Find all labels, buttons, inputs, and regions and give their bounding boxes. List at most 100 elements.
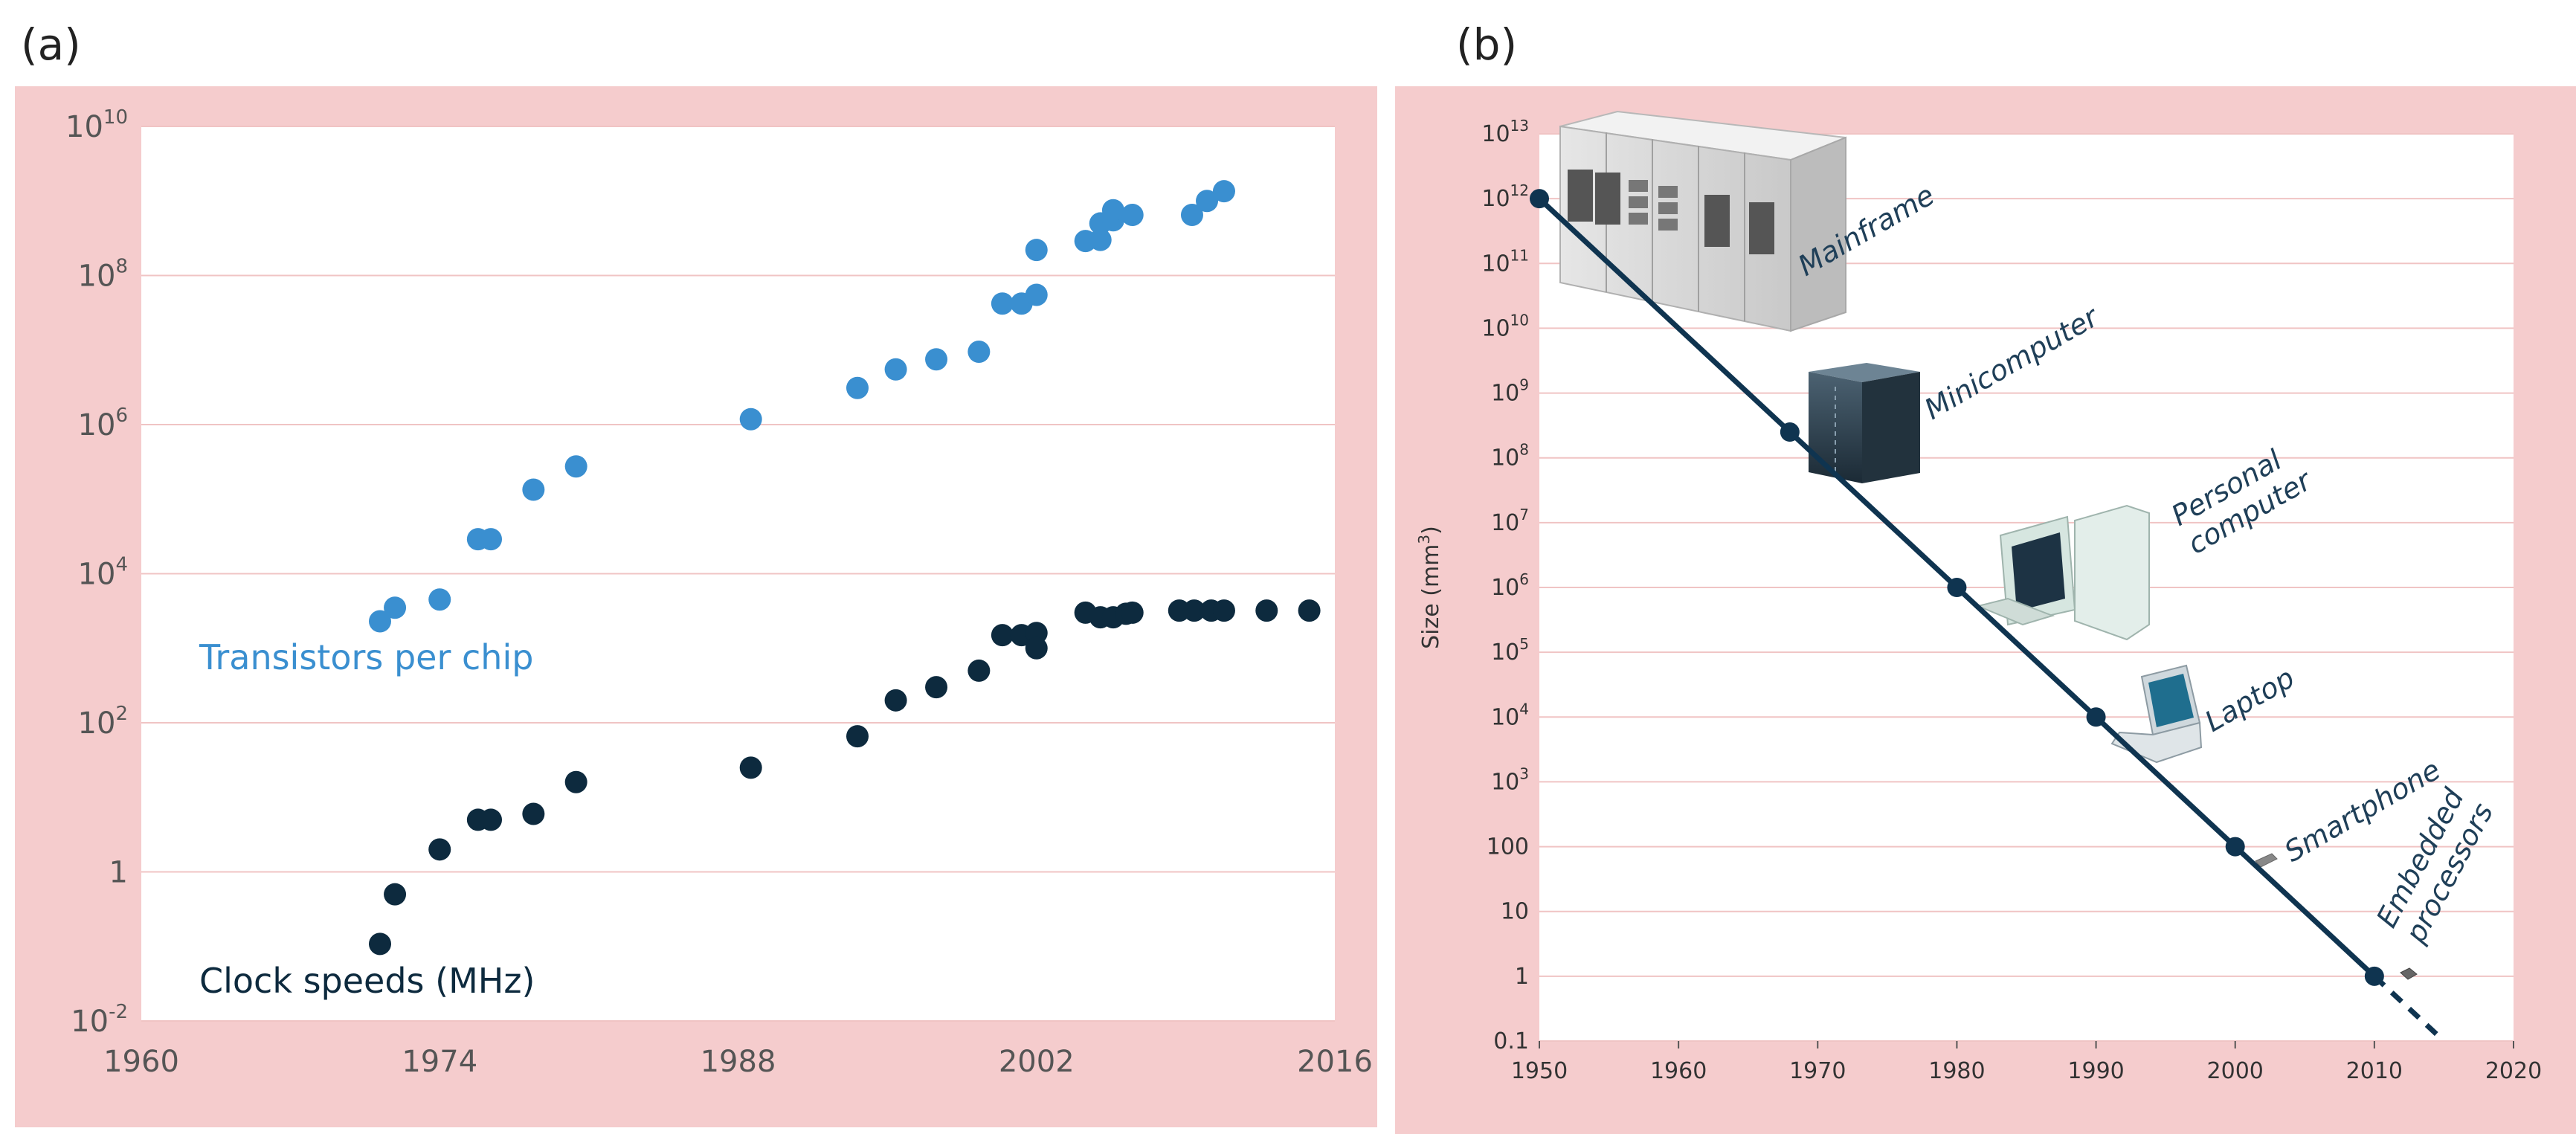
smartphone-illustration — [2255, 853, 2278, 868]
x-tick-label: 1988 — [701, 1045, 776, 1079]
clock-speed-point — [739, 756, 762, 779]
y-tick-label: 100 — [1487, 834, 1529, 860]
y-tick-label: 0.1 — [1493, 1028, 1529, 1054]
minicomputer-illustration — [1809, 363, 1920, 483]
y-tick-label: 1 — [109, 856, 128, 890]
y-tick-label: 1010 — [65, 106, 128, 144]
transistor-point — [925, 348, 948, 371]
y-tick-label: 103 — [1491, 764, 1529, 795]
panel-b: 1013 1012 1011 1010 109 108 107 106 105 104 103 100… — [1395, 86, 2576, 1134]
clock-speed-point — [884, 689, 907, 712]
transistor-point — [991, 292, 1014, 315]
x-tick-label: 1950 — [1511, 1058, 1568, 1084]
clock-speed-point — [925, 676, 948, 699]
clock-speed-point — [369, 932, 391, 956]
x-tick-label: 2020 — [2485, 1058, 2542, 1084]
y-tick-label: 104 — [78, 554, 128, 592]
x-tick-label: 2002 — [999, 1045, 1075, 1079]
x-tick-label: 2000 — [2207, 1058, 2264, 1084]
clock-speed-series — [369, 599, 1321, 956]
embedded-processor-illustration — [2400, 967, 2418, 980]
device-point — [2225, 837, 2245, 857]
device-point — [1947, 578, 1967, 597]
clock-speed-point — [1298, 599, 1321, 622]
personal-computer-illustration — [1975, 504, 2150, 641]
transistor-point — [1180, 204, 1203, 227]
y-tick-label: 108 — [78, 256, 128, 294]
transistor-point — [1196, 190, 1219, 213]
transistors-series — [369, 180, 1235, 633]
transistor-point — [884, 358, 907, 381]
transistor-point — [1025, 283, 1048, 306]
transistor-point — [1025, 239, 1048, 262]
clock-speed-point — [967, 659, 991, 682]
transistor-point — [1089, 228, 1112, 251]
panel-a-y-tick-labels: 1010 108 106 104 102 1 10-2 — [65, 106, 128, 1039]
panel-b-label: (b) — [1456, 19, 1517, 70]
y-tick-label: 106 — [78, 405, 128, 442]
panel-b-y-axis-label: Size (mm3) — [1415, 526, 1444, 649]
clock-speed-point — [1182, 599, 1205, 622]
clock-speed-point — [1025, 637, 1048, 660]
panel-b-y-tick-labels: 1013 1012 1011 1010 109 108 107 106 105 104 103 100… — [1481, 117, 1529, 1054]
device-point — [1780, 422, 1800, 442]
y-tick-label: 1010 — [1481, 311, 1529, 341]
y-tick-label: 102 — [78, 703, 128, 741]
panel-a-x-tick-labels: 1960 1974 1988 2002 2016 — [103, 1045, 1373, 1079]
clock-speed-point — [480, 808, 503, 831]
transistor-point — [967, 340, 991, 363]
x-tick-label: 1974 — [402, 1045, 477, 1079]
panel-a-label: (a) — [21, 19, 81, 70]
y-tick-label: 1011 — [1481, 246, 1529, 277]
transistor-point — [739, 407, 762, 431]
y-tick-label: 1013 — [1481, 117, 1529, 147]
x-tick-label: 1960 — [103, 1045, 179, 1079]
clock-speed-point — [991, 624, 1014, 647]
y-tick-label: 109 — [1491, 376, 1529, 407]
transistor-point — [522, 478, 545, 501]
device-point — [2086, 707, 2106, 727]
x-tick-label: 1960 — [1650, 1058, 1707, 1084]
clock-speed-point — [1212, 599, 1235, 622]
transistor-point — [369, 610, 391, 633]
panel-a-gridlines — [141, 126, 1335, 1022]
y-tick-label: 10-2 — [71, 1001, 128, 1039]
transistor-point — [1101, 199, 1124, 222]
transistor-point — [1121, 204, 1144, 227]
transistor-point — [1212, 180, 1235, 203]
series-label-clock-speeds: Clock speeds (MHz) — [199, 961, 535, 1001]
series-label-transistors: Transistors per chip — [199, 637, 533, 677]
panel-a: 1010 108 106 104 102 1 10-2 1960 1974 1988 2002 20… — [15, 86, 1377, 1127]
y-tick-label: 108 — [1491, 441, 1529, 471]
y-tick-label: 104 — [1491, 700, 1529, 730]
y-tick-label: 1 — [1515, 964, 1529, 990]
clock-speed-point — [564, 770, 587, 793]
transistor-point — [846, 376, 869, 399]
clock-speed-point — [1121, 601, 1144, 624]
y-tick-label: 1012 — [1481, 181, 1529, 212]
transistor-point — [384, 596, 407, 619]
x-tick-label: 2016 — [1297, 1045, 1373, 1079]
transistor-point — [480, 528, 503, 551]
x-tick-label: 2010 — [2346, 1058, 2403, 1084]
y-tick-label: 106 — [1491, 570, 1529, 601]
x-tick-label: 1970 — [1789, 1058, 1846, 1084]
clock-speed-point — [1255, 599, 1278, 622]
trend-projection — [2372, 974, 2446, 1043]
clock-speed-point — [846, 725, 869, 748]
device-point — [1530, 189, 1549, 209]
panel-b-x-tick-labels: 1950 1960 1970 1980 1990 2000 2010 2020 — [1511, 1041, 2542, 1084]
clock-speed-point — [522, 802, 545, 825]
x-tick-label: 1990 — [2067, 1058, 2124, 1084]
transistor-point — [428, 588, 451, 611]
transistor-point — [564, 455, 587, 478]
x-tick-label: 1980 — [1928, 1058, 1985, 1084]
mainframe-illustration — [1559, 110, 1846, 332]
device-points — [1530, 189, 2384, 986]
y-tick-label: 105 — [1491, 635, 1529, 666]
device-point — [2364, 966, 2384, 986]
clock-speed-point — [428, 838, 451, 861]
y-tick-label: 107 — [1491, 506, 1529, 536]
clock-speed-point — [384, 883, 407, 906]
